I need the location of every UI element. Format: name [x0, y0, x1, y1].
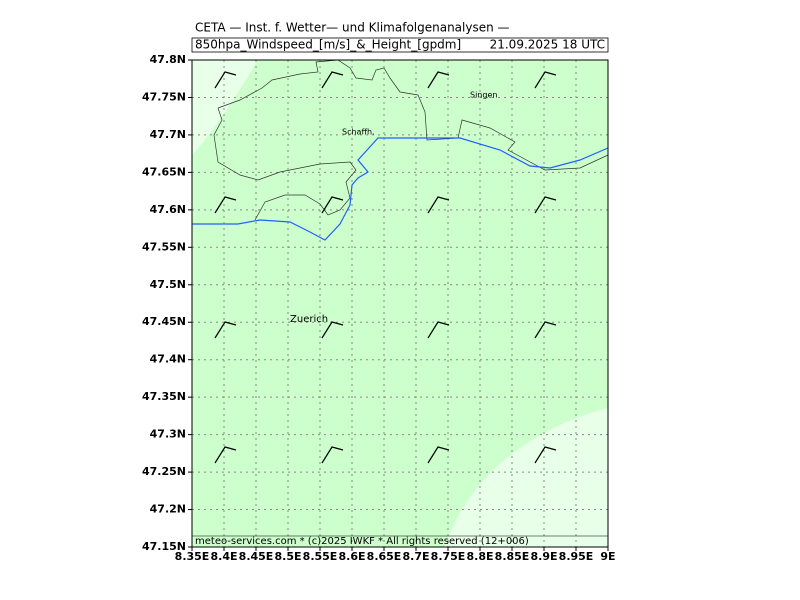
x-tick-label: 8.85E [495, 550, 530, 563]
rivers [192, 137, 609, 241]
x-tick-label: 8.9E [530, 550, 557, 563]
wind-barb [321, 446, 344, 464]
wind-barb [427, 446, 450, 464]
y-tick-label: 47.65N [142, 165, 186, 178]
y-tick-label: 47.45N [142, 315, 186, 328]
x-tick-label: 8.5E [274, 550, 301, 563]
y-tick-label: 47.4N [150, 353, 186, 366]
wind-barb [427, 196, 450, 214]
y-tick-label: 47.7N [150, 128, 186, 141]
y-tick-label: 47.3N [150, 428, 186, 441]
subtitle-box [191, 37, 609, 53]
y-tick-label: 47.35N [142, 390, 186, 403]
wind-barb [427, 321, 450, 339]
y-tick-label: 47.55N [142, 240, 186, 253]
y-tick-label: 47.8N [150, 53, 186, 66]
x-tick-label: 8.95E [559, 550, 594, 563]
wind-barb [534, 71, 557, 89]
x-tick-label: 8.4E [210, 550, 237, 563]
x-tick-label: 8.65E [367, 550, 402, 563]
x-tick-label: 8.45E [239, 550, 274, 563]
y-tick-label: 47.15N [142, 540, 186, 553]
wind-barb [427, 71, 450, 89]
x-tick-label: 8.6E [338, 550, 365, 563]
y-tick-label: 47.5N [150, 278, 186, 291]
field-low-area [445, 408, 608, 547]
place-label: Schaffh. [342, 128, 375, 137]
wind-barbs [214, 71, 557, 464]
place-label: Singen [470, 91, 497, 100]
wind-barb [214, 321, 237, 339]
x-tick-label: 8.8E [466, 550, 493, 563]
wind-barb [214, 71, 237, 89]
borders [213, 59, 609, 221]
wind-barb [321, 321, 344, 339]
footer: meteo-services.com * (c)2025 IWKF * All … [195, 536, 529, 547]
x-tick-label: 8.7E [402, 550, 429, 563]
field-low-area [192, 60, 258, 155]
wind-barb [534, 196, 557, 214]
subtitle: 850hpa_Windspeed_[m/s]_&_Height_[gpdm] [195, 38, 461, 52]
y-tick-label: 47.2N [150, 503, 186, 516]
y-tick-label: 47.6N [150, 203, 186, 216]
wind-barb [214, 196, 237, 214]
plot-frame [191, 59, 609, 548]
wind-barb [214, 446, 237, 464]
title: CETA — Inst. f. Wetter— und Klimafolgena… [195, 21, 510, 35]
wind-barb [321, 196, 344, 214]
x-tick-label: 8.35E [175, 550, 210, 563]
valid-time: 21.09.2025 18 UTC [490, 38, 605, 52]
wind-barb [534, 446, 557, 464]
x-tick-label: 8.75E [431, 550, 466, 563]
x-tick-label: 8.55E [303, 550, 338, 563]
wind-barb [321, 71, 344, 89]
wind-barb [534, 321, 557, 339]
y-tick-label: 47.75N [142, 90, 186, 103]
x-tick-label: 9E [600, 550, 615, 563]
y-tick-label: 47.25N [142, 465, 186, 478]
place-label: Zuerich [290, 314, 328, 325]
